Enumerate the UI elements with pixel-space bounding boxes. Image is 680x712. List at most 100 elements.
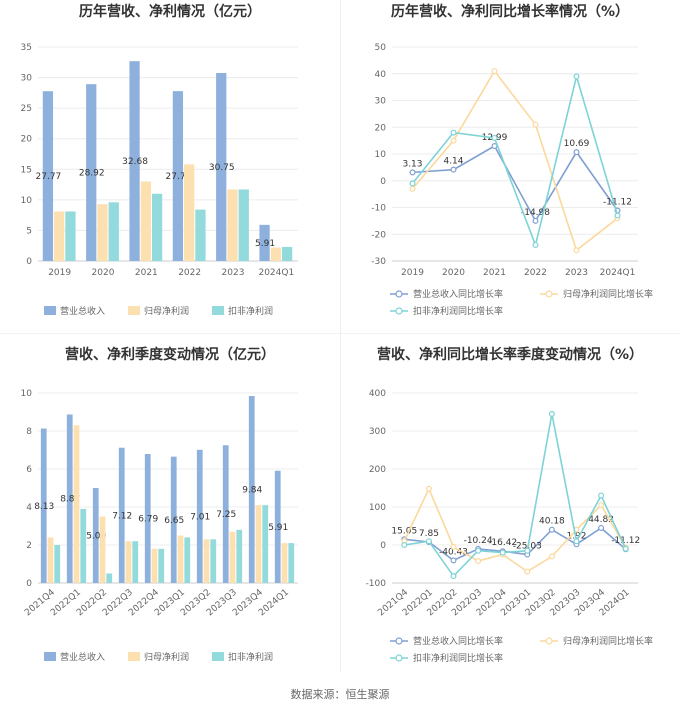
legend-swatch	[44, 652, 56, 661]
data-point	[499, 549, 506, 556]
data-point	[548, 553, 555, 560]
bar	[108, 202, 119, 261]
series-line	[412, 144, 619, 223]
data-label: -11.12	[611, 536, 640, 546]
legend-swatch	[212, 652, 224, 661]
bar	[97, 204, 108, 261]
legend-marker	[395, 307, 403, 315]
legend-label: 归母净利润同比增长率	[563, 288, 653, 300]
legend-label: 扣非净利润	[228, 651, 273, 663]
data-point	[598, 502, 605, 509]
bar	[281, 246, 293, 261]
legend-label: 营业总收入	[60, 651, 105, 663]
data-point	[614, 212, 621, 219]
data-point	[409, 169, 416, 176]
bar	[125, 541, 132, 583]
y-tick-label: 200	[369, 465, 386, 475]
data-point	[409, 185, 416, 192]
y-tick-label: 30	[375, 97, 387, 107]
y-tick-label: 4	[26, 503, 32, 513]
y-tick-label: -30	[371, 257, 386, 267]
data-label: 4.14	[443, 157, 463, 167]
series-line	[411, 73, 619, 248]
bar	[66, 414, 73, 583]
bar	[42, 91, 54, 261]
data-label: -40.43	[439, 547, 468, 557]
x-tick-label: 2020	[92, 268, 115, 278]
data-point	[532, 121, 539, 128]
data-point	[548, 526, 555, 533]
x-tick-label: 2023	[565, 268, 588, 278]
data-label: 6.79	[138, 514, 158, 524]
bar	[274, 470, 281, 583]
series-line	[404, 413, 627, 578]
bar	[195, 209, 206, 261]
y-tick-label: 100	[369, 503, 386, 513]
bar	[184, 164, 195, 261]
bar	[184, 537, 191, 583]
bar	[86, 84, 97, 261]
x-tick-label: 2020	[442, 268, 465, 278]
bar	[80, 508, 87, 583]
chart-quarterly-growth-svg: 营收、净利同比增长率季度变动情况（%）-10001002003004002021…	[366, 346, 653, 664]
bar	[132, 541, 139, 583]
y-tick-label: 400	[369, 389, 386, 399]
bar	[236, 529, 243, 583]
legend-label: 营业总收入同比增长率	[413, 635, 503, 647]
data-label: 7.25	[216, 510, 236, 520]
legend-label: 扣非净利润同比增长率	[413, 652, 503, 664]
x-tick-label: 2021	[483, 268, 506, 278]
data-label: 8.87	[60, 495, 80, 505]
bar	[259, 224, 270, 261]
y-tick-label: 0	[380, 177, 386, 187]
bar	[151, 193, 163, 261]
bar	[129, 61, 140, 261]
bar	[210, 539, 217, 583]
bar	[40, 428, 47, 583]
bar	[248, 396, 255, 583]
bar	[54, 545, 61, 583]
bar	[203, 539, 210, 583]
data-label: 27.78	[166, 172, 192, 182]
y-tick-label: 30	[21, 74, 33, 84]
legend-swatch	[128, 652, 140, 661]
data-point	[475, 557, 482, 564]
data-point	[491, 134, 498, 141]
data-label: 3.13	[402, 159, 422, 169]
legend-label: 营业总收入同比增长率	[413, 288, 503, 300]
bar	[288, 543, 295, 583]
y-tick-label: -100	[366, 579, 387, 589]
y-tick-label: 25	[21, 104, 32, 114]
data-label: -10.24	[464, 536, 493, 546]
data-label: 7.01	[190, 512, 210, 522]
chart-quarterly-revenue-profit: 营收、净利季度变动情况（亿元） 0 2 4 6 8 10 2021Q4 2022Q1 2022Q2…	[0, 334, 340, 672]
series-line	[404, 526, 627, 562]
data-point	[598, 524, 605, 531]
y-tick-label: 5	[26, 226, 32, 236]
data-point	[622, 545, 629, 552]
data-point	[450, 573, 457, 580]
legend-label: 扣非净利润同比增长率	[413, 305, 503, 317]
data-point	[548, 410, 555, 417]
chart-title: 历年营收、净利同比增长率情况（%）	[391, 3, 629, 20]
legend-label: 归母净利润同比增长率	[563, 635, 653, 647]
chart-annual-revenue-profit-svg: 历年营收、净利情况（亿元） 0 5 10 15 20 25 30 35 2019 2020 2021 2…	[21, 3, 298, 317]
chart-annual-growth-svg: 历年营收、净利同比增长率情况（%） -30 -20 -10 0 10 20 30 40 50 201…	[371, 3, 653, 317]
data-point	[598, 492, 605, 499]
legend-label: 营业总收入	[60, 305, 105, 317]
data-point	[573, 247, 580, 254]
bar	[65, 211, 76, 261]
data-label: 7.85	[419, 529, 439, 539]
x-tick-label: 2021	[135, 268, 158, 278]
data-label: 32.68	[122, 157, 148, 167]
bar	[140, 181, 151, 261]
chart-quarterly-growth: 营收、净利同比增长率季度变动情况（%） -100 0 100 200 300 400 2021…	[340, 334, 680, 672]
bar	[229, 531, 236, 583]
y-tick-label: 10	[21, 389, 33, 399]
y-tick-label: 35	[21, 43, 32, 53]
data-point	[532, 217, 539, 224]
legend-marker	[395, 290, 403, 298]
y-tick-label: 8	[26, 427, 32, 437]
x-tick-label: 2023	[222, 268, 245, 278]
bar	[73, 425, 80, 583]
